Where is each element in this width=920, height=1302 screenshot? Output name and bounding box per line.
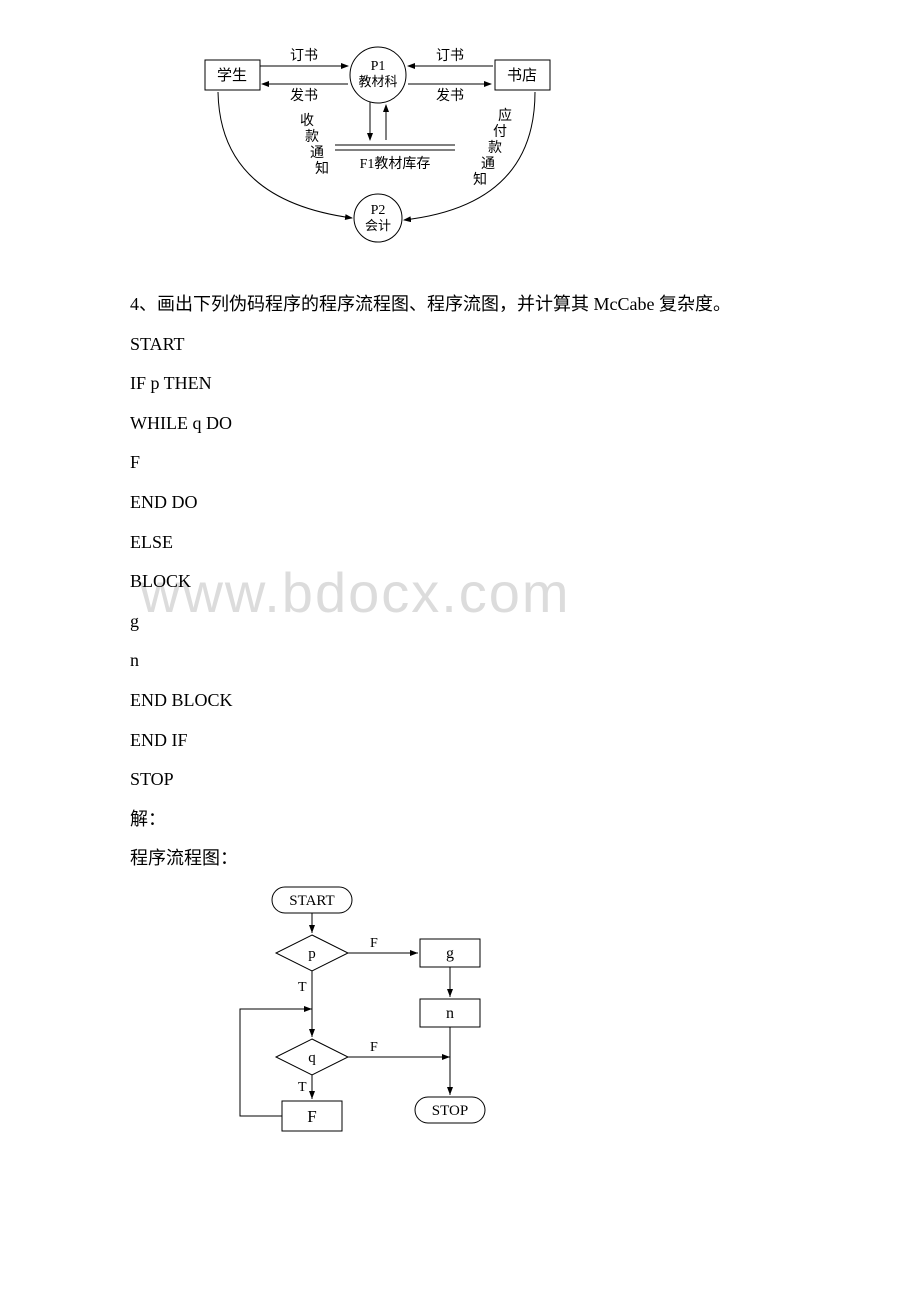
pseudo-line-7: g <box>130 602 790 642</box>
pseudo-line-8: n <box>130 641 790 681</box>
dfd-diagram: 学生 书店 P1 教材科 P2 会计 F1教材库存 订书 <box>200 40 790 265</box>
dfd-p2-role: 会计 <box>365 218 391 233</box>
flowchart-p-true: T <box>298 980 307 995</box>
flowchart-n-label: n <box>446 1005 454 1022</box>
flowchart-label: 程序流程图： <box>130 839 790 879</box>
flowchart-g-label: g <box>446 945 454 962</box>
flowchart-p-label: p <box>308 946 316 962</box>
pseudo-line-3: F <box>130 443 790 483</box>
flowchart-start-label: START <box>289 893 334 909</box>
flowchart-q-true: T <box>298 1080 307 1095</box>
pseudo-line-9: END BLOCK <box>130 681 790 721</box>
flowchart-arrow-f-loop <box>240 1009 312 1116</box>
dfd-p1-role: 教材科 <box>358 74 397 89</box>
pseudo-line-11: STOP <box>130 760 790 800</box>
question-4: 4、画出下列伪码程序的程序流程图、程序流图，并计算其 McCabe 复杂度。 <box>130 285 790 325</box>
pseudo-line-1: IF p THEN <box>130 364 790 404</box>
dfd-label-order1: 订书 <box>290 48 318 64</box>
pseudo-line-4: END DO <box>130 483 790 523</box>
dfd-p2-name: P2 <box>371 203 386 218</box>
answer-label: 解： <box>130 800 790 840</box>
pseudo-line-0: START <box>130 325 790 365</box>
pseudo-line-5: ELSE <box>130 523 790 563</box>
dfd-bookstore-label: 书店 <box>507 67 537 84</box>
dfd-label-order2: 订书 <box>436 48 464 64</box>
flowchart-q-label: q <box>308 1050 316 1066</box>
pseudo-line-2: WHILE q DO <box>130 404 790 444</box>
flowchart-diagram: START p F g n T <box>200 879 790 1174</box>
dfd-store-label: F1教材库存 <box>360 156 431 172</box>
dfd-label-issue2: 发书 <box>436 88 464 104</box>
flowchart-p-false: F <box>370 936 378 951</box>
flowchart-stop-label: STOP <box>432 1103 468 1119</box>
dfd-label-receipt: 收 款 通 知 <box>300 113 329 177</box>
dfd-label-payable: 应 付 款 通 知 <box>473 107 516 188</box>
flowchart-f-label: F <box>307 1107 316 1126</box>
dfd-student-label: 学生 <box>217 67 247 84</box>
flowchart-q-false: F <box>370 1040 378 1055</box>
pseudo-line-6: BLOCK <box>130 562 790 602</box>
dfd-p1-name: P1 <box>371 59 386 74</box>
pseudo-line-10: END IF <box>130 721 790 761</box>
dfd-arrow-p2-student <box>218 92 352 218</box>
dfd-label-issue1: 发书 <box>290 88 318 104</box>
